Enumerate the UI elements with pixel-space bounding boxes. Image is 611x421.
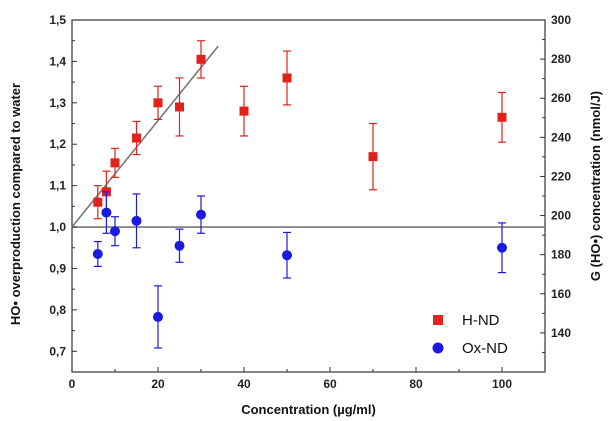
y2-tick-label: 180 bbox=[551, 248, 571, 262]
h-nd-point bbox=[368, 152, 378, 162]
y-tick-label: 1,5 bbox=[49, 13, 66, 27]
y2-tick-label: 140 bbox=[551, 326, 571, 340]
h-nd-point bbox=[153, 98, 163, 108]
y-tick-label: 0,7 bbox=[49, 344, 66, 358]
legend-label-h-nd: H-ND bbox=[462, 312, 500, 329]
y-tick-label: 1,4 bbox=[49, 54, 66, 68]
ox-nd-point bbox=[131, 215, 142, 226]
x-tick-label: 80 bbox=[409, 377, 423, 391]
x-tick-label: 60 bbox=[323, 377, 337, 391]
ox-nd-point bbox=[282, 250, 292, 261]
x-tick-label: 100 bbox=[492, 377, 512, 391]
x-tick-label: 0 bbox=[69, 377, 76, 391]
y-axis-title: HO• overproduction compared to water bbox=[8, 83, 23, 325]
y-tick-label: 1,0 bbox=[49, 220, 66, 234]
h-nd-point bbox=[132, 133, 141, 143]
y-tick-label: 0,8 bbox=[49, 303, 66, 317]
ox-nd-point bbox=[110, 226, 120, 237]
h-nd-point bbox=[282, 73, 292, 83]
y-tick-label: 1,2 bbox=[49, 137, 66, 151]
y-tick-label: 1,1 bbox=[49, 179, 66, 193]
y2-tick-label: 200 bbox=[551, 209, 571, 223]
linear-fit-line bbox=[71, 45, 219, 228]
x-tick-label: 40 bbox=[237, 377, 251, 391]
ox-nd-point bbox=[153, 311, 163, 322]
legend: H-ND Ox-ND bbox=[432, 312, 508, 357]
series-layer bbox=[92, 40, 507, 349]
y-tick-label: 1,3 bbox=[49, 96, 66, 110]
h-nd-point bbox=[110, 158, 120, 168]
ox-nd-point bbox=[101, 207, 112, 218]
y2-tick-label: 300 bbox=[551, 13, 571, 27]
ox-nd-point bbox=[92, 248, 103, 259]
ox-nd-point bbox=[196, 209, 206, 220]
y2-tick-label: 260 bbox=[551, 91, 571, 105]
h-nd-point bbox=[93, 197, 103, 207]
legend-marker-ox-nd bbox=[432, 342, 444, 354]
x-axis-title: Concentration (µg/ml) bbox=[241, 402, 376, 417]
h-nd-point bbox=[196, 54, 206, 64]
h-nd-point bbox=[175, 102, 184, 112]
ox-nd-point bbox=[174, 240, 185, 251]
legend-label-ox-nd: Ox-ND bbox=[462, 340, 508, 357]
axes: 0 20 40 60 80 100 0,7 0,8 0,9 1,0 1,1 1,2 1,3 1,4 1,5 1… bbox=[49, 13, 571, 391]
y-tick-label: 0,9 bbox=[49, 261, 66, 275]
y2-tick-label: 240 bbox=[551, 130, 571, 144]
h-nd-point bbox=[497, 112, 507, 122]
ox-nd-point bbox=[497, 242, 507, 253]
y2-tick-label: 280 bbox=[551, 52, 571, 66]
x-tick-label: 20 bbox=[151, 377, 165, 391]
y2-tick-label: 220 bbox=[551, 169, 571, 183]
y2-tick-label: 160 bbox=[551, 287, 571, 301]
y2-axis-title: G (HO•) concentration (nmol/J) bbox=[588, 91, 603, 281]
legend-marker-h-nd bbox=[433, 315, 443, 325]
h-nd-point bbox=[239, 106, 249, 116]
